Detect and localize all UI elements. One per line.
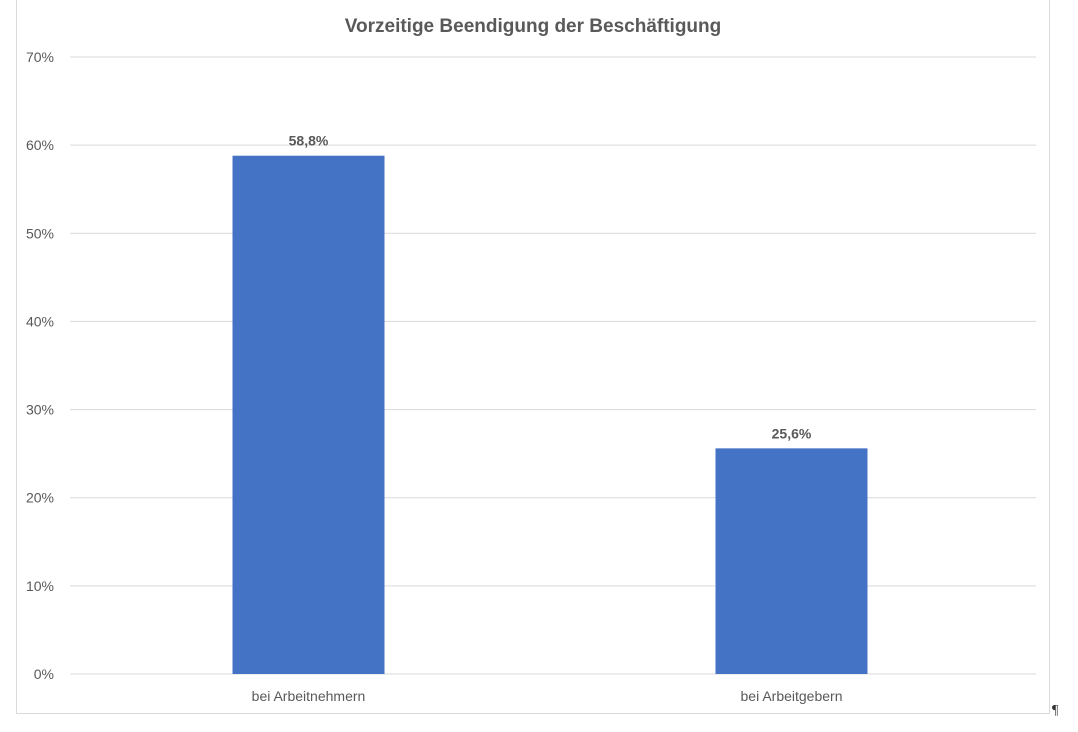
chart-frame [16,0,1050,714]
bar [232,155,385,675]
bar [715,448,868,674]
y-tick-label: 10% [26,578,54,594]
data-label: 58,8% [289,133,329,149]
paragraph-mark: ¶ [1052,703,1059,718]
y-tick-label: 0% [34,666,54,682]
y-tick-label: 70% [26,49,54,65]
y-tick-label: 40% [26,313,54,329]
data-label: 25,6% [772,425,812,441]
y-tick-label: 20% [26,490,54,506]
category-labels: bei Arbeitnehmern bei Arbeitgebern [252,688,843,704]
y-tick-label: 50% [26,225,54,241]
bars [232,155,868,675]
y-tick-label: 30% [26,402,54,418]
data-labels: 58,8% 25,6% [289,133,812,442]
chart-title: Vorzeitige Beendigung der Beschäftigung [345,16,722,37]
y-tick-label: 60% [26,137,54,153]
gridlines [70,56,1036,675]
category-label: bei Arbeitgebern [741,688,843,704]
category-label: bei Arbeitnehmern [252,688,366,704]
y-axis-tick-labels: 0% 10% 20% 30% 40% 50% 60% 70% [26,49,54,682]
